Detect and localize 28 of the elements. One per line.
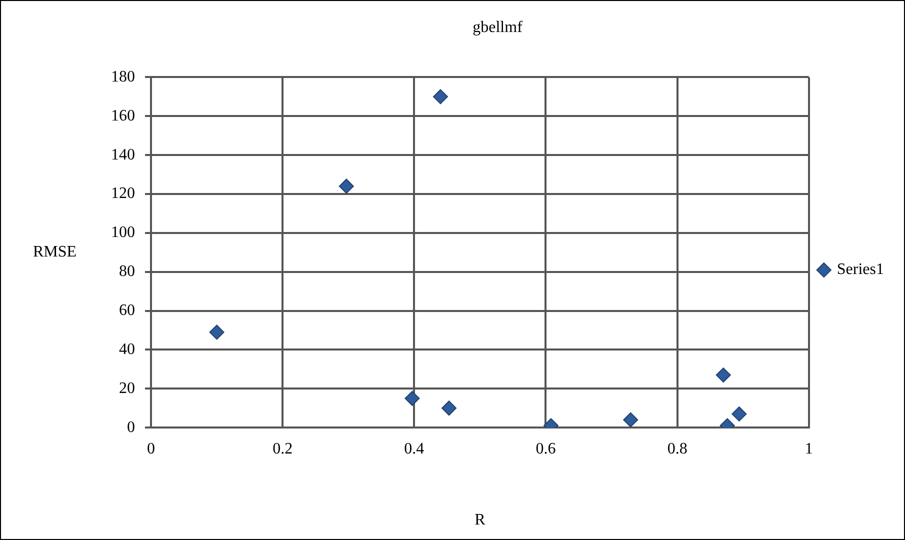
legend-label: Series1 <box>836 261 884 278</box>
y-tick-label: 20 <box>119 380 135 397</box>
y-tick-label: 0 <box>127 418 135 436</box>
x-tick-label: 0.4 <box>404 440 424 458</box>
y-tick-label: 40 <box>119 340 135 358</box>
x-tick-label: 0 <box>147 440 155 458</box>
x-tick-label: 0.2 <box>272 440 293 458</box>
y-tick-label: 160 <box>111 107 135 124</box>
x-tick-label: 0.6 <box>536 440 556 458</box>
y-tick-label: 180 <box>111 68 135 86</box>
y-tick-label: 120 <box>111 185 135 202</box>
y-tick-label: 80 <box>119 263 135 280</box>
x-tick-label: 1 <box>804 440 813 458</box>
point <box>432 89 448 104</box>
point <box>404 390 420 406</box>
x-axis-title: R <box>474 512 486 529</box>
point <box>623 412 638 428</box>
y-tick-label: 140 <box>111 146 135 164</box>
point <box>442 400 457 416</box>
point <box>732 406 747 422</box>
y-tick-label: 100 <box>111 224 135 242</box>
point <box>209 324 224 340</box>
point <box>716 368 731 383</box>
point <box>338 178 354 194</box>
x-tick-label: 0.8 <box>667 440 688 458</box>
y-axis-title: RMSE <box>33 244 77 261</box>
chart-title: gbellmf <box>472 18 524 36</box>
y-tick-label: 60 <box>119 302 135 320</box>
